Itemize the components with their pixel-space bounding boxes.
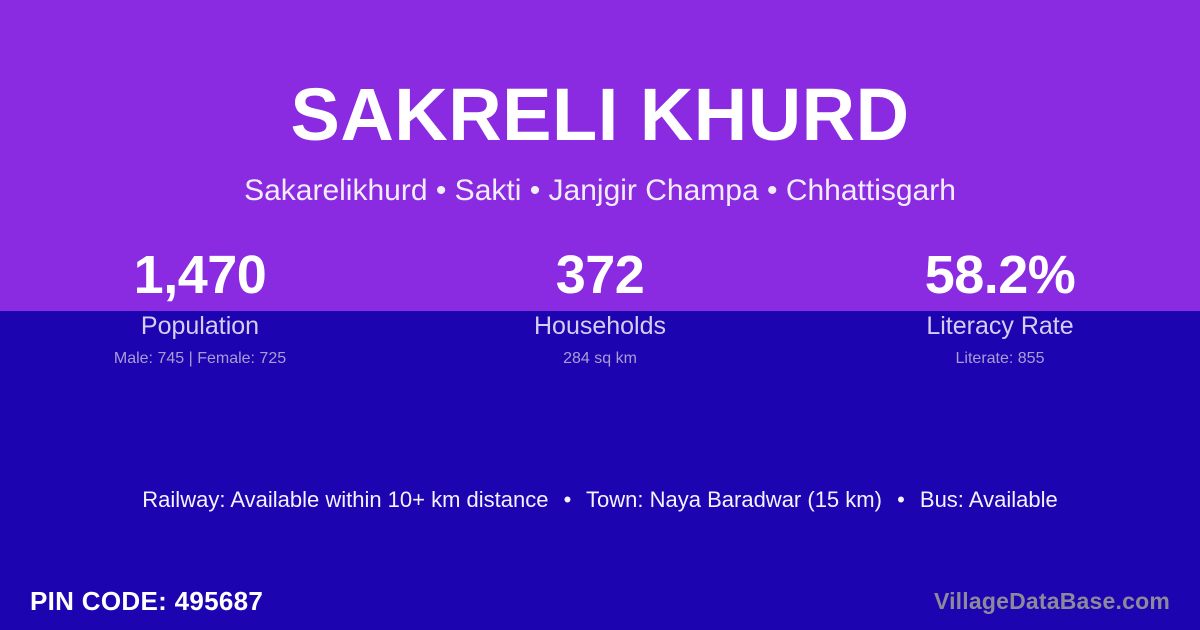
infrastructure-line: Railway: Available within 10+ km distanc…: [0, 486, 1200, 514]
stat-households: 372 Households 284 sq km: [400, 244, 800, 368]
stat-label-literacy-rate: Literacy Rate: [926, 312, 1074, 340]
card-header: SAKRELI KHURD Sakarelikhurd • Sakti • Ja…: [0, 0, 1200, 208]
stat-detail-population: Male: 745 | Female: 725: [113, 350, 287, 367]
infra-separator-2: •: [897, 487, 905, 512]
breadcrumb: Sakarelikhurd • Sakti • Janjgir Champa •…: [244, 174, 956, 207]
stats-row: 1,470 Population Male: 745 | Female: 725…: [0, 244, 1200, 368]
stat-literacy-rate: 58.2% Literacy Rate Literate: 855: [800, 244, 1200, 368]
stat-value-households: 372: [555, 245, 645, 305]
brand-watermark: VillageDataBase.com: [933, 587, 1170, 614]
header-background-band: [0, 0, 1200, 311]
stat-population: 1,470 Population Male: 745 | Female: 725: [0, 244, 400, 368]
card-footer: PIN CODE: 495687 VillageDataBase.com: [0, 572, 1200, 630]
stat-detail-literacy-rate: Literate: 855: [955, 350, 1045, 367]
stat-label-households: Households: [533, 312, 667, 340]
infra-bus: Bus: Available: [919, 487, 1058, 512]
infra-town: Town: Naya Baradwar (15 km): [586, 487, 882, 512]
infra-railway: Railway: Available within 10+ km distanc…: [142, 487, 549, 512]
pin-code: PIN CODE: 495687: [30, 586, 264, 616]
stat-detail-households: 284 sq km: [563, 350, 637, 367]
stat-label-population: Population: [140, 312, 260, 340]
page-title: SAKRELI KHURD: [290, 73, 910, 156]
stat-value-population: 1,470: [133, 245, 267, 305]
stat-value-literacy-rate: 58.2%: [924, 245, 1076, 305]
infra-separator-1: •: [563, 487, 572, 512]
footer-background-band: [0, 311, 1200, 630]
